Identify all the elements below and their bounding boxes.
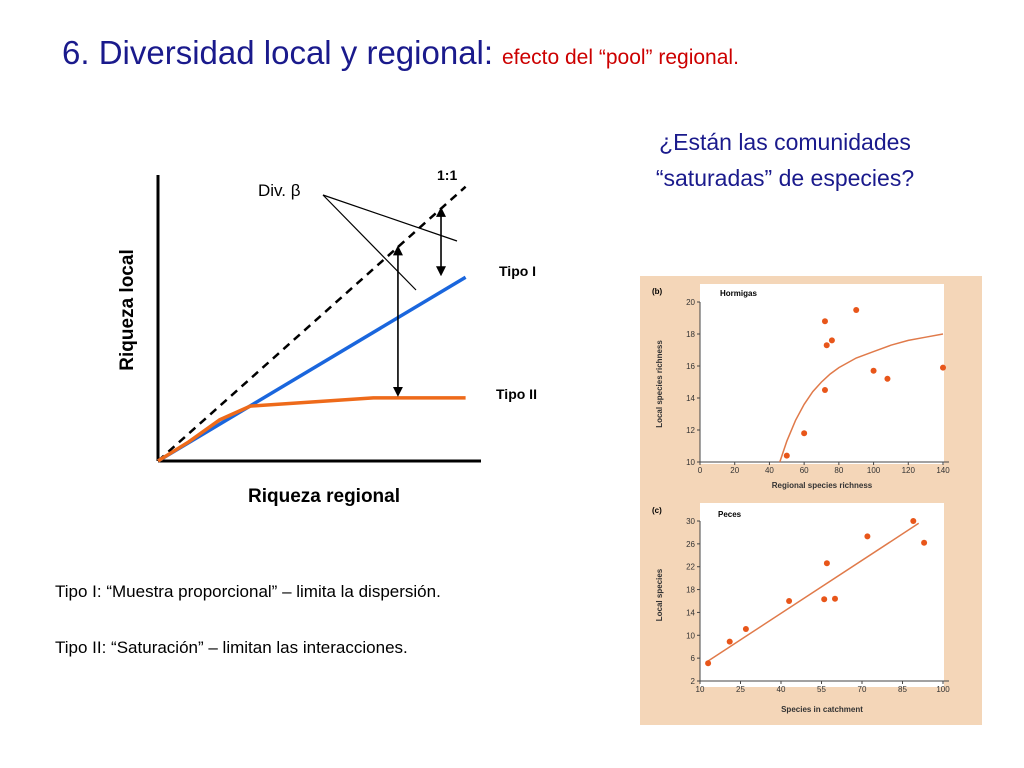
question-block: ¿Están las comunidades “saturadas” de es… (600, 124, 970, 196)
b-fit-line (779, 333, 944, 463)
y-axis-label: Riqueza local (117, 249, 138, 370)
c-y-tick-label: 22 (686, 563, 695, 572)
tipo1-label: Tipo I (499, 263, 536, 279)
b-x-tick-label: 40 (765, 466, 774, 475)
panel-peces: (c) Peces 10 25 40 55 70 85 100 2 6 10 14 18 22 26 30 … (640, 497, 982, 725)
b-data-point (823, 342, 830, 349)
b-y-tick-label: 14 (686, 394, 695, 403)
peces-panel-label: (c) (652, 506, 662, 515)
c-y-tick-label: 10 (686, 631, 695, 640)
c-y-tick-label: 14 (686, 608, 695, 617)
c-data-point (921, 539, 928, 546)
b-data-point (940, 364, 946, 371)
c-x-tick-label: 25 (736, 685, 745, 694)
b-y-tick-label: 18 (686, 330, 695, 339)
panel-hormigas: (b) Hormigas 0 20 40 60 80 100 120 140 10 12 14 16 1… (640, 276, 982, 502)
concept-chart: 1:1 Div. β Tipo I Tipo II Riqueza region… (117, 167, 537, 507)
b-data-point (870, 367, 877, 374)
slide-title: 6. Diversidad local y regional: efecto d… (62, 34, 739, 72)
hormigas-panel-label: (b) (652, 287, 663, 296)
c-data-point (742, 626, 749, 632)
peces-chart: (c) Peces 10 25 40 55 70 85 10026101418222630 … (652, 503, 950, 714)
question-line-1: ¿Están las comunidades (659, 129, 911, 155)
peces-title: Peces (718, 510, 742, 519)
b-data-point (783, 452, 790, 459)
c-y-tick-label: 6 (691, 654, 696, 663)
b-y-tick-label: 10 (686, 458, 695, 467)
c-data-point (910, 518, 917, 524)
concept-series-tipo-i (157, 275, 467, 463)
c-x-tick-label: 55 (817, 685, 826, 694)
b-x-tick-label: 0 (698, 466, 703, 475)
b-data-point (884, 375, 891, 382)
title-subtitle: efecto del “pool” regional. (501, 46, 739, 69)
b-x-tick-label: 80 (834, 466, 843, 475)
c-x-tick-label: 85 (898, 685, 907, 694)
peces-x-label: Species in catchment (781, 705, 863, 714)
b-data-point (801, 430, 808, 437)
ref-line-label: 1:1 (437, 167, 457, 183)
b-y-tick-label: 20 (686, 298, 695, 307)
c-data-point (832, 595, 838, 602)
c-y-tick-label: 18 (686, 586, 695, 595)
hormigas-title: Hormigas (720, 289, 757, 298)
c-data-point (786, 598, 793, 604)
beta-pointer-2 (322, 194, 417, 291)
hormigas-chart: (b) Hormigas 0 20 40 60 80 100 120 140 10 12 14 16 1… (652, 284, 950, 490)
b-x-tick-label: 100 (867, 466, 881, 475)
b-x-tick-label: 120 (902, 466, 916, 475)
c-y-tick-label: 2 (691, 677, 696, 686)
c-y-tick-label: 26 (686, 540, 695, 549)
beta-label: Div. β (258, 181, 301, 200)
c-x-tick-label: 70 (858, 685, 867, 694)
concept-series-tipo-ii (157, 396, 466, 463)
concept-series-1-1 (157, 185, 467, 462)
hormigas-plot-bg (700, 284, 944, 464)
beta-pointer-1 (322, 194, 458, 242)
c-x-tick-label: 40 (777, 685, 786, 694)
x-axis-label: Riqueza regional (248, 486, 400, 507)
tipo2-label: Tipo II (496, 386, 537, 402)
peces-y-label: Local species (655, 568, 664, 621)
b-data-point (821, 387, 828, 393)
tipo1-description: Tipo I: “Muestra proporcional” – limita … (55, 582, 441, 601)
b-y-tick-label: 12 (686, 426, 695, 435)
hormigas-y-label: Local species richness (655, 340, 664, 428)
tipo2-description: Tipo II: “Saturación” – limitan las inte… (55, 638, 408, 657)
b-data-point (821, 318, 828, 325)
c-y-tick-label: 30 (686, 517, 695, 526)
c-x-tick-label: 10 (696, 685, 705, 694)
b-x-tick-label: 20 (730, 466, 739, 475)
c-data-point (823, 560, 830, 567)
b-y-tick-label: 16 (686, 362, 695, 371)
b-data-point (853, 307, 860, 313)
title-main: 6. Diversidad local y regional: (62, 34, 494, 71)
question-line-2: “saturadas” de especies? (655, 165, 915, 191)
b-x-tick-label: 140 (936, 466, 950, 475)
c-data-point (864, 533, 871, 540)
c-x-tick-label: 100 (936, 685, 950, 694)
hormigas-x-label: Regional species richness (772, 481, 873, 490)
c-data-point (705, 660, 712, 667)
b-data-point (828, 337, 835, 344)
c-data-point (821, 596, 828, 603)
c-fit-line (707, 522, 920, 662)
b-x-tick-label: 60 (800, 466, 809, 475)
c-data-point (726, 638, 733, 645)
